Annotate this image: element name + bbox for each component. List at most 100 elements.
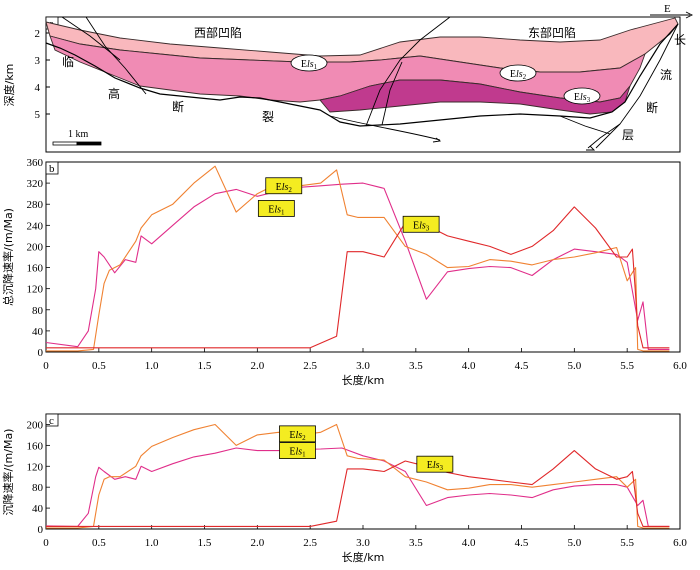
series-label-els1: Els1 — [279, 442, 316, 459]
scale-bar-white — [52, 141, 78, 146]
x-tick-label: 3.0 — [356, 360, 370, 372]
panel-c-letter-box — [45, 413, 59, 427]
lingao-fault-char-2: 高 — [108, 86, 120, 101]
x-tick-label: 3.5 — [409, 360, 423, 372]
compass-arrowhead-icon — [685, 11, 694, 19]
y-tick-label: 40 — [32, 503, 44, 515]
panel-b-frame — [45, 161, 681, 353]
series-line-els1 — [45, 182, 670, 350]
x-tick-label: 2.0 — [250, 537, 264, 549]
y-tick-label: 280 — [27, 199, 44, 211]
x-tick-label: 2.5 — [303, 537, 317, 549]
x-tick-label: 4.5 — [515, 360, 529, 372]
x-tick-label: 6.0 — [673, 360, 687, 372]
fault-west-2 — [61, 16, 121, 61]
panel-b-ylabel: 总沉降速率/(m/Ma) — [1, 208, 15, 306]
series-label-els1: Els1 — [257, 200, 295, 217]
series-label-els3: Els3 — [416, 455, 454, 473]
y-tick-label: 360 — [27, 157, 44, 169]
unit-label-els3-text: Els3 — [574, 92, 591, 104]
series-line-els3 — [46, 206, 670, 349]
series-label-els2: Els2 — [279, 425, 316, 443]
series-label-text: Els1 — [289, 447, 306, 459]
panel-c-series-labels: Els2 Els1 Els3 — [279, 425, 454, 473]
y-tick-label: 80 — [32, 305, 44, 317]
series-label-text: Els2 — [289, 430, 306, 442]
lingao-fault-char-1: 临 — [62, 55, 74, 69]
cross-section-panel: a 深度/km 2 3 4 5 E 西部凹陷 东部凹陷 — [2, 3, 694, 153]
depth-axis-title: 深度/km — [2, 64, 16, 107]
x-tick-label: 2.5 — [303, 360, 317, 372]
x-tick-label: 3.0 — [356, 537, 370, 549]
y-tick-label: 120 — [27, 284, 44, 296]
panel-a-frame — [45, 16, 681, 153]
series-label-els3: Els3 — [402, 215, 440, 233]
depth-label-5: 5 — [35, 109, 41, 121]
series-label-text: Els2 — [276, 182, 293, 194]
x-tick-label: 5.5 — [620, 537, 634, 549]
y-tick-label: 40 — [32, 326, 44, 338]
scale-bar-black — [76, 141, 102, 146]
series-label-box — [257, 200, 295, 217]
x-tick-label: 4.0 — [462, 537, 476, 549]
x-tick-label: 5.0 — [567, 537, 581, 549]
fault-changliu — [595, 23, 679, 149]
series-label-box — [416, 455, 454, 473]
series-line-els3 — [46, 450, 670, 527]
depth-label-3: 3 — [35, 55, 41, 67]
east-sag-label: 东部凹陷 — [528, 25, 576, 40]
y-tick-label: 160 — [27, 263, 44, 275]
depth-label-2: 2 — [35, 28, 41, 40]
unit-label-els2-text: Els2 — [510, 69, 527, 81]
x-tick-label: 4.5 — [515, 537, 529, 549]
changliu-fault-char-3: 断 — [646, 100, 658, 115]
changliu-fault-char-1: 长 — [674, 33, 686, 47]
layer-els3 — [319, 79, 631, 115]
fault-east-2 — [559, 115, 611, 135]
series-label-els2: Els2 — [265, 177, 303, 195]
fault-middle-2 — [381, 61, 403, 126]
y-tick-label: 320 — [27, 178, 44, 190]
y-tick-label: 200 — [27, 419, 44, 431]
series-line-els2 — [46, 423, 670, 529]
x-tick-label: 1.0 — [145, 537, 159, 549]
panel-b-series-labels: Els2 Els1 Els3 — [257, 177, 440, 233]
x-tick-label: 6.0 — [673, 537, 687, 549]
x-tick-label: 1.5 — [198, 537, 212, 549]
unit-label-els2: Els2 — [499, 64, 537, 82]
series-label-text: Els1 — [268, 204, 285, 216]
total-rate-chart: b 总沉降速率/(m/Ma) 长度/km 0 0.5 1.0 1.5 2.0 2.5 3.0… — [1, 157, 687, 387]
x-tick-label: 0 — [43, 360, 49, 372]
y-tick-label: 120 — [27, 461, 44, 473]
panel-b-ticks: 0 0.5 1.0 1.5 2.0 2.5 3.0 3.5 4.0 4.5 5.0 5.5 6.0 0 40… — [27, 157, 688, 372]
layer-rate-chart: c 沉降速率/(m/Ma) 长度/km 0 0.5 1.0 1.5 2.0 2.5 3.0 3… — [1, 413, 687, 564]
depth-label-4: 4 — [35, 82, 41, 94]
series-label-text: Els3 — [413, 220, 430, 232]
panel-b-letter-box — [45, 161, 59, 175]
lingao-fault-char-4: 裂 — [262, 110, 274, 124]
fault-east-3 — [587, 123, 621, 149]
panel-b-xlabel: 长度/km — [342, 373, 385, 387]
panel-c-series — [45, 423, 670, 529]
panel-c-ylabel: 沉降速率/(m/Ma) — [1, 429, 15, 516]
x-tick-label: 0.5 — [92, 537, 106, 549]
x-tick-label: 1.0 — [145, 360, 159, 372]
unit-label-els2-ellipse — [499, 64, 537, 82]
y-tick-label: 0 — [38, 347, 44, 359]
panel-c-xlabel: 长度/km — [342, 550, 385, 564]
series-label-box — [265, 177, 303, 195]
series-line-els2 — [46, 165, 670, 352]
unit-label-els1-ellipse — [290, 54, 328, 72]
fault-curve-low — [329, 115, 441, 141]
lingao-fault-char-3: 断 — [172, 99, 184, 114]
panel-c-letter: c — [49, 415, 54, 427]
fault-lingao — [85, 16, 147, 95]
x-tick-label: 5.5 — [620, 360, 634, 372]
x-tick-label: 2.0 — [250, 360, 264, 372]
panel-b-series — [45, 165, 670, 352]
y-tick-label: 160 — [27, 440, 44, 452]
unit-label-els3-ellipse — [563, 87, 601, 105]
fault-middle — [365, 16, 451, 127]
y-tick-label: 200 — [27, 241, 44, 253]
x-tick-label: 4.0 — [462, 360, 476, 372]
